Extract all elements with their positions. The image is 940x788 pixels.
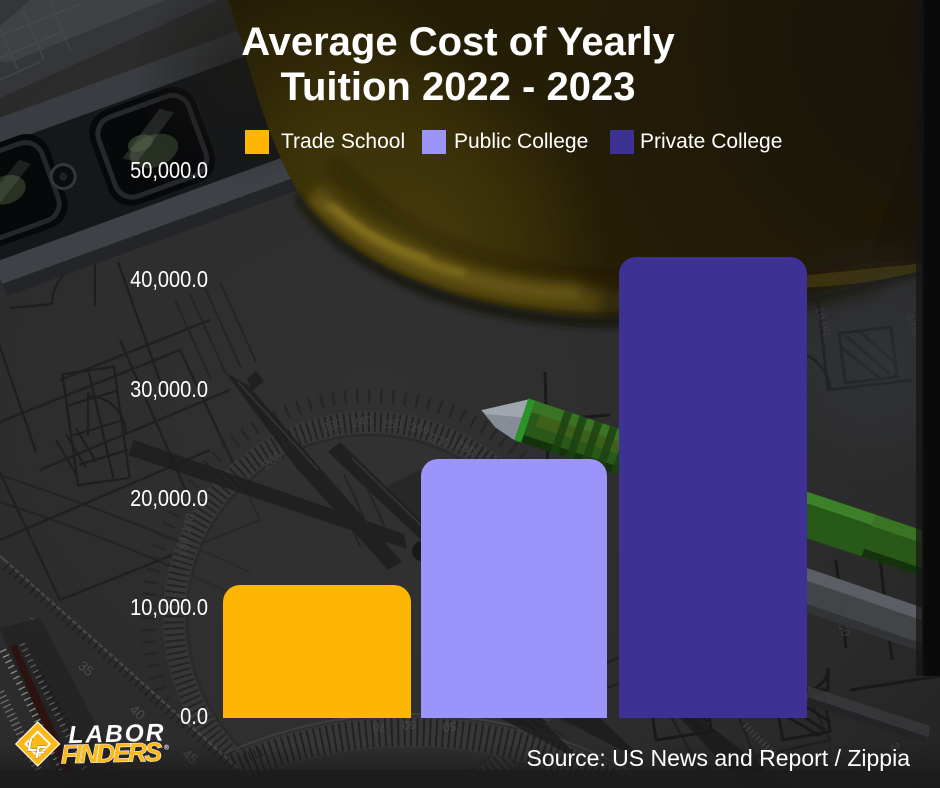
svg-text:F: F [35, 742, 47, 762]
svg-text:170: 170 [179, 512, 198, 535]
svg-text:230: 230 [321, 415, 345, 435]
svg-text:35: 35 [75, 658, 96, 679]
svg-text:50: 50 [441, 719, 456, 735]
svg-text:180: 180 [175, 536, 191, 558]
svg-text:®: ® [164, 743, 170, 751]
svg-text:260: 260 [409, 420, 431, 437]
svg-text:250: 250 [382, 417, 403, 432]
svg-text:240: 240 [351, 413, 373, 430]
svg-text:40: 40 [127, 702, 148, 723]
svg-text:270: 270 [428, 431, 452, 451]
svg-text:L: L [27, 735, 38, 755]
svg-text:FINDERS: FINDERS [61, 737, 163, 770]
svg-text:70: 70 [372, 720, 387, 735]
svg-text:60: 60 [402, 718, 416, 732]
